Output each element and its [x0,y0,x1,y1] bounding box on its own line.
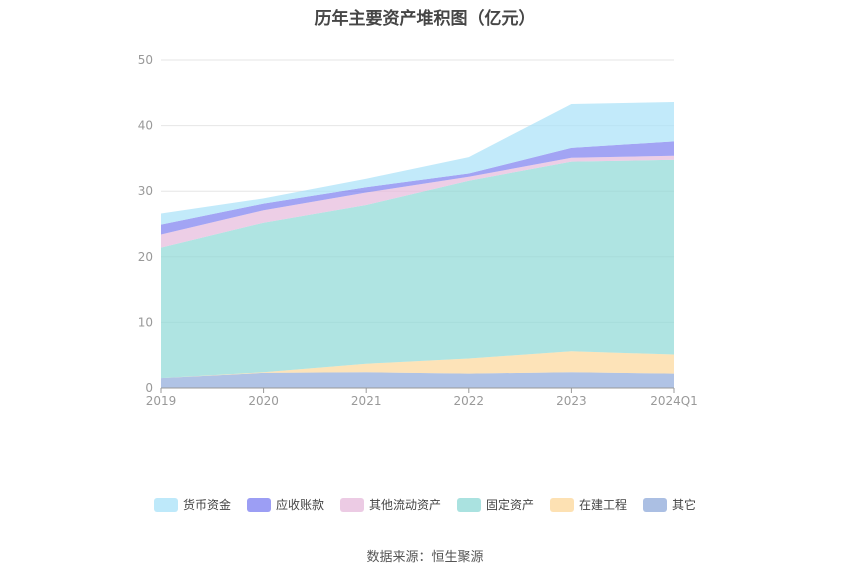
legend-swatch [550,497,575,512]
legend-label: 固定资产 [486,498,535,512]
area-series-5 [161,101,674,225]
axis-layer: 0 10 20 30 40 50 2019 2020 2021 2022 2023 2024Q1 [138,53,698,408]
legend-item[interactable]: 货币资金 [153,496,231,513]
legend-swatch [643,497,668,512]
legend-item[interactable]: 固定资产 [457,496,534,513]
data-source: 数据来源：恒生聚源 [366,550,484,565]
y-tick-label: 0 [145,381,153,395]
legend-swatch [246,497,271,512]
area-series-4 [161,141,674,235]
y-tick-label: 40 [138,119,153,133]
legend-item[interactable]: 其它 [643,496,696,513]
area-series-0 [161,372,674,388]
legend-swatch [153,497,178,512]
x-tick-label: 2021 [351,394,382,408]
legend-item[interactable]: 应收账款 [246,496,324,513]
legend-swatch [457,497,481,512]
x-tick-label: 2019 [146,394,177,408]
y-tick-label: 30 [138,184,153,198]
area-series-1 [161,351,674,379]
x-tick-label: 2022 [454,394,485,408]
x-tick-label: 2023 [556,394,587,408]
legend-label: 应收账款 [275,498,324,512]
chart-title: 历年主要资产堆积图（亿元） [314,9,536,29]
x-tick-label: 2024Q1 [650,394,698,408]
y-tick-label: 10 [138,315,153,329]
legend-item[interactable]: 其他流动资产 [339,496,441,513]
legend: 货币资金 应收账款 其他流动资产 固定资产 在建工程 其它 [0,496,850,513]
legend-item[interactable]: 在建工程 [550,496,627,513]
legend-label: 其它 [672,498,697,512]
legend-swatch [339,497,364,512]
x-tick-label: 2020 [248,394,279,408]
area-layer [161,101,674,388]
area-series-2 [161,159,674,379]
legend-label: 货币资金 [182,498,231,512]
stacked-area-chart: 0 10 20 30 40 50 2019 2020 2021 2022 2023 2024Q1 [138,53,698,408]
legend-label: 在建工程 [579,498,628,512]
y-tick-label: 50 [138,53,153,67]
y-tick-label: 20 [138,250,153,264]
legend-label: 其他流动资产 [368,498,441,512]
